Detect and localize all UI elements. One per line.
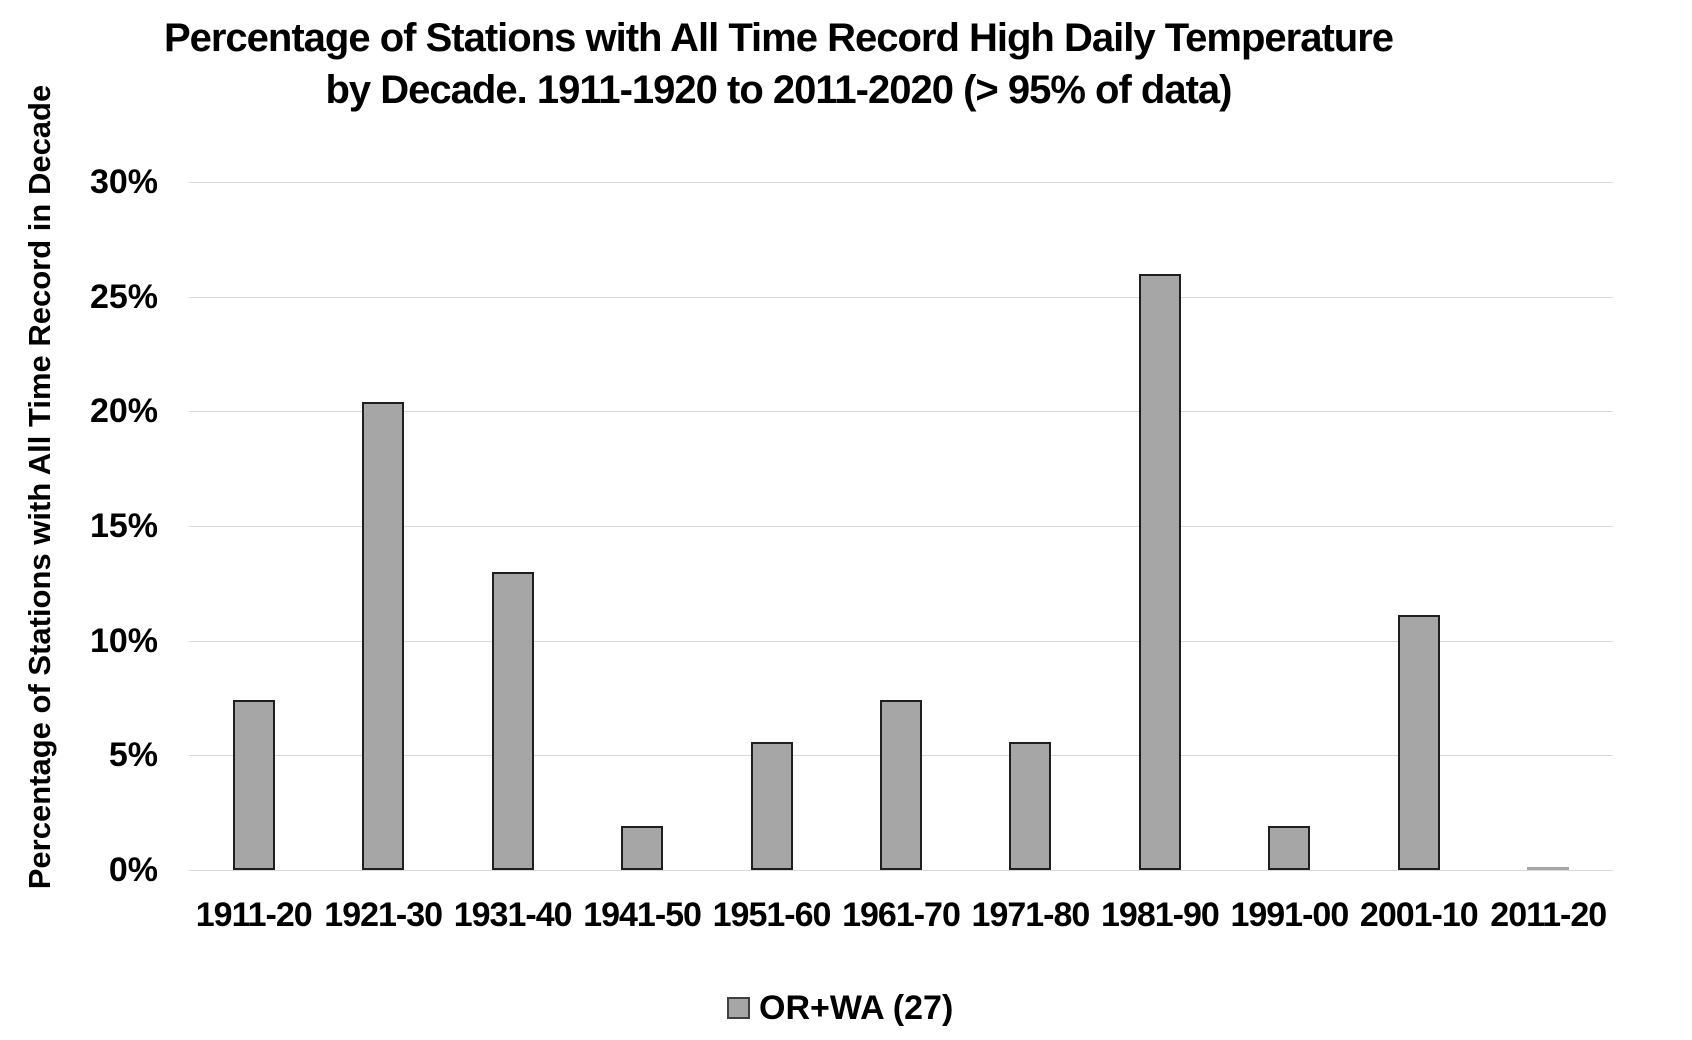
- chart-title-line1: Percentage of Stations with All Time Rec…: [163, 16, 1394, 60]
- gridline-20pct: [189, 411, 1613, 413]
- bar-1951-60: [750, 741, 793, 870]
- x-tick-label-1981-90: 1981-90: [1101, 896, 1220, 934]
- y-tick-label-30pct: 30%: [89, 163, 158, 201]
- gridline-25pct: [189, 296, 1613, 298]
- y-tick-label-10pct: 10%: [89, 621, 158, 660]
- bar-1971-80: [1009, 741, 1052, 870]
- x-tick-label-1921-30: 1921-30: [324, 896, 443, 934]
- x-tick-label-1931-40: 1931-40: [453, 896, 573, 934]
- y-tick-label-25pct: 25%: [89, 277, 158, 316]
- x-tick-label-1951-60: 1951-60: [712, 896, 832, 934]
- bar-1911-20: [232, 700, 275, 870]
- legend: OR+WA (27): [727, 990, 953, 1026]
- bar-1991-00: [1268, 826, 1311, 870]
- plot-area: [189, 182, 1613, 871]
- x-tick-label-1961-70: 1961-70: [842, 896, 961, 934]
- x-tick-label-1971-80: 1971-80: [971, 896, 1091, 934]
- x-tick-label-1911-20: 1911-20: [195, 896, 313, 934]
- legend-swatch: [727, 997, 750, 1019]
- gridline-15pct: [189, 526, 1613, 527]
- x-tick-label-1941-50: 1941-50: [583, 896, 702, 934]
- bar-2001-10: [1397, 615, 1440, 870]
- y-tick-label-15pct: 15%: [89, 507, 158, 545]
- x-tick-label-2001-10: 2001-10: [1359, 896, 1479, 934]
- bar-1931-40: [491, 571, 534, 870]
- gridline-30pct: [189, 182, 1613, 183]
- bar-1981-90: [1138, 273, 1181, 870]
- gridline-10pct: [189, 640, 1613, 642]
- bar-1961-70: [880, 700, 922, 870]
- bar-1941-50: [621, 826, 664, 870]
- gridline-0pct: [189, 870, 1613, 871]
- x-tick-label-1991-00: 1991-00: [1230, 896, 1349, 934]
- y-tick-label-0pct: 0%: [108, 851, 158, 889]
- chart-title: Percentage of Stations with All Time Rec…: [0, 12, 1557, 116]
- bar-2011-20: [1527, 866, 1570, 870]
- x-tick-label-2011-20: 2011-20: [1490, 896, 1607, 934]
- y-tick-label-5pct: 5%: [108, 736, 158, 775]
- bar-1921-30: [362, 402, 405, 870]
- y-tick-label-20pct: 20%: [89, 392, 158, 431]
- chart-title-line2: by Decade. 1911-1920 to 2011-2020 (> 95%…: [325, 68, 1233, 112]
- legend-label: OR+WA (27): [759, 989, 954, 1027]
